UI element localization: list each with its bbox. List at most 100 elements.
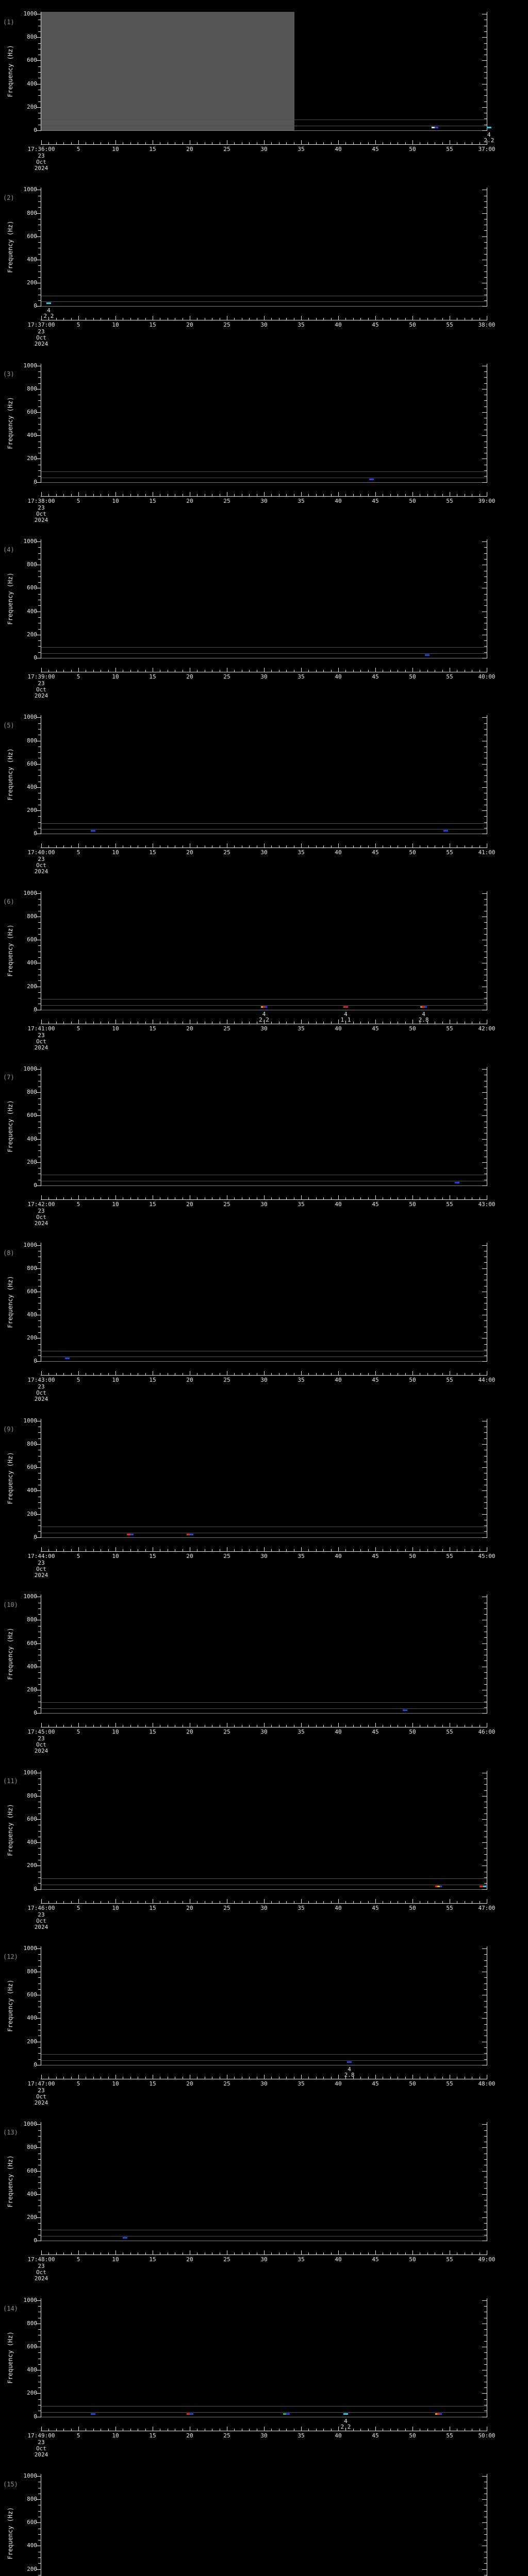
- date-line-label: 23: [38, 152, 45, 159]
- event-marker-segment: [186, 1533, 190, 1535]
- y-axis-tick-right: [484, 1479, 487, 1480]
- x-start-time-label: 17:36:00: [27, 146, 55, 152]
- spectrogram-panel: (11) Frequency (Hz) 0 200 400 600 800 1000 17:46…: [0, 1759, 528, 1935]
- x-axis-tick: [286, 1725, 287, 1727]
- y-axis-tick-right: [484, 1104, 487, 1105]
- y-tick-label: 200: [27, 2565, 37, 2572]
- x-axis-tick: [93, 142, 94, 144]
- y-axis-tick: [38, 1502, 41, 1503]
- y-tick-label: 200: [27, 807, 37, 814]
- y-tick-label: 0: [34, 2061, 37, 2068]
- y-axis-tick-right: [482, 1444, 487, 1445]
- x-axis-tick: [331, 2252, 332, 2255]
- x-axis-tick: [323, 1197, 324, 1200]
- x-axis-tick: [63, 1373, 64, 1376]
- x-axis-tick: [338, 316, 339, 320]
- y-axis-tick-right: [482, 1889, 487, 1890]
- x-tick-label: 10: [112, 2432, 119, 2439]
- x-axis-tick: [427, 318, 428, 320]
- y-axis-tick-right: [482, 2522, 487, 2523]
- y-axis-tick: [38, 1684, 41, 1685]
- y-axis-tick: [38, 95, 41, 96]
- x-tick-label: 55: [446, 849, 453, 856]
- event-marker: [186, 2413, 193, 2415]
- x-axis-tick: [145, 1021, 146, 1024]
- x-axis-tick: [93, 318, 94, 320]
- x-axis-line: [41, 1375, 487, 1376]
- event-marker-segment: [64, 1358, 70, 1360]
- x-tick-label: 10: [112, 2080, 119, 2087]
- y-axis-tick-right: [484, 928, 487, 929]
- x-axis-tick: [338, 1899, 339, 1903]
- x-tick-label: 20: [186, 673, 193, 681]
- date-line-label: 2024: [34, 1571, 48, 1579]
- x-axis-tick: [368, 2428, 369, 2431]
- y-tick-label: 1000: [23, 714, 38, 721]
- y-axis-tick-right: [484, 1508, 487, 1509]
- y-axis-tick-right: [482, 1069, 487, 1070]
- x-axis-tick: [271, 1373, 272, 1376]
- event-marker-segment: [435, 1885, 438, 1887]
- spectrogram-panel: (3) Frequency (Hz) 0 200 400 600 800 1000 17:38:…: [0, 352, 528, 528]
- x-axis-line: [41, 1199, 487, 1200]
- x-axis-tick: [368, 1549, 369, 1551]
- x-axis-tick: [375, 2250, 376, 2255]
- x-axis-tick: [338, 668, 339, 672]
- event-label-line2: 2.2: [340, 2423, 351, 2430]
- x-axis-tick: [301, 2074, 302, 2079]
- x-axis-tick: [338, 2426, 339, 2431]
- x-start-time-label: 17:38:00: [27, 497, 55, 504]
- y-axis-tick-right: [484, 559, 487, 560]
- x-tick-label: 5: [76, 673, 80, 681]
- y-tick-label: 1000: [23, 1417, 38, 1424]
- x-tick-label: 40: [335, 1377, 342, 1384]
- x-axis-tick: [56, 1021, 57, 1024]
- x-tick-label: 40: [335, 1728, 342, 1736]
- y-axis-tick-right: [484, 934, 487, 935]
- panel-index-label: (1): [3, 19, 14, 26]
- x-tick-label: 20: [186, 497, 193, 504]
- x-axis-tick: [286, 1197, 287, 1200]
- x-axis-tick: [427, 1197, 428, 1200]
- x-axis-tick: [375, 1723, 376, 1727]
- y-axis-tick-right: [482, 1467, 487, 1468]
- y-tick-label: 0: [34, 830, 37, 837]
- x-axis-tick: [338, 1195, 339, 1200]
- x-axis-tick: [130, 1197, 131, 1200]
- x-tick-label: 55: [446, 146, 453, 152]
- x-end-time-label: 43:00: [478, 1201, 496, 1208]
- event-marker-segment: [91, 830, 96, 832]
- y-axis-tick: [38, 646, 41, 647]
- x-axis-tick: [93, 1725, 94, 1727]
- date-line-label: Oct: [36, 334, 46, 342]
- x-axis-tick: [249, 494, 250, 496]
- x-axis-tick: [63, 2428, 64, 2431]
- x-axis-tick: [271, 1725, 272, 1727]
- event-marker: [347, 2061, 352, 2063]
- y-axis-tick: [38, 2557, 41, 2558]
- x-tick-label: 55: [446, 2432, 453, 2439]
- y-axis-tick-right: [484, 277, 487, 278]
- date-line-label: 23: [38, 504, 45, 511]
- y-axis-tick: [38, 1831, 41, 1832]
- y-axis-tick-right: [484, 253, 487, 255]
- y-axis-tick-right: [484, 945, 487, 946]
- event-marker-segment: [186, 2413, 190, 2415]
- y-tick-label: 0: [34, 478, 37, 485]
- date-line-label: 2024: [34, 1044, 48, 1051]
- x-axis-tick: [130, 1021, 131, 1024]
- y-axis-tick: [36, 435, 41, 436]
- x-axis-tick: [308, 2428, 309, 2431]
- x-axis-tick: [412, 2250, 413, 2255]
- y-tick-label: 0: [34, 2237, 37, 2244]
- x-axis-tick: [323, 1725, 324, 1727]
- x-axis-tick: [308, 2076, 309, 2079]
- y-axis-tick-right: [484, 822, 487, 823]
- y-axis-tick-right: [484, 899, 487, 900]
- x-axis-tick: [249, 2428, 250, 2431]
- y-axis-tick-right: [484, 1502, 487, 1503]
- y-axis-tick-right: [484, 2387, 487, 2388]
- x-axis-tick: [353, 670, 354, 672]
- x-tick-label: 10: [112, 1377, 119, 1384]
- x-axis-tick: [360, 1901, 361, 1903]
